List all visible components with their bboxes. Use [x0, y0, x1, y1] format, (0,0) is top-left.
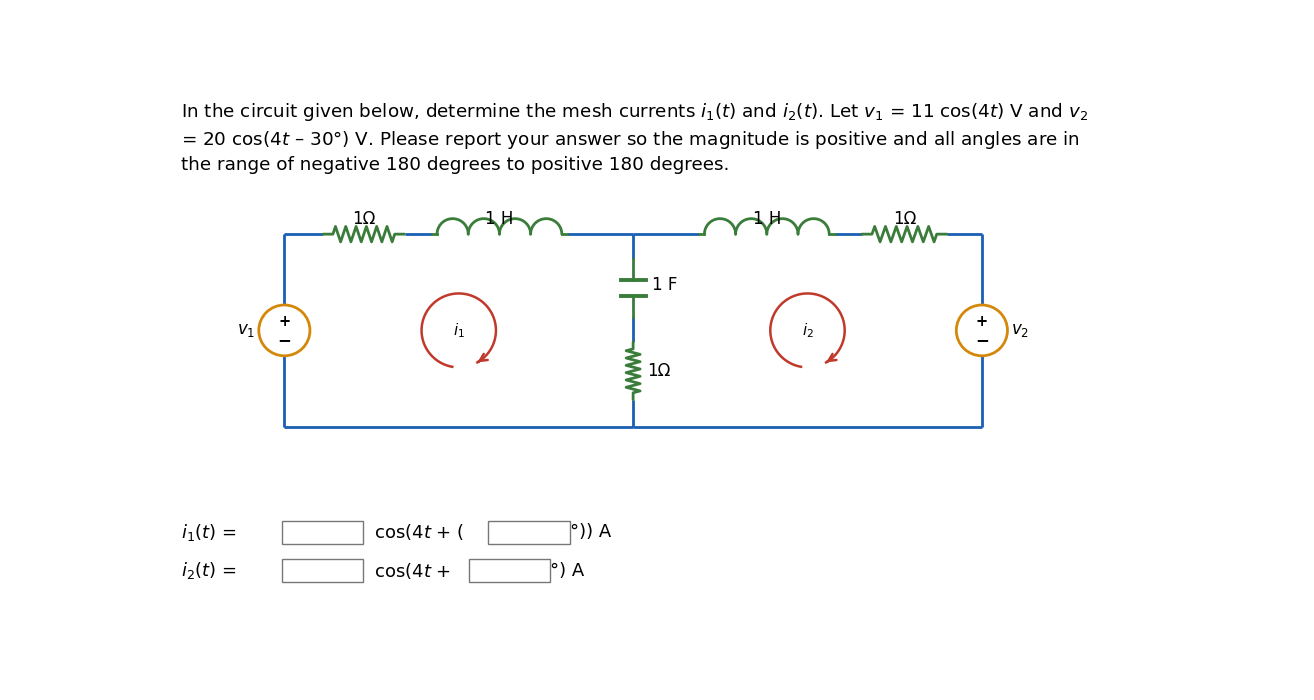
Text: +: + [976, 314, 988, 329]
Text: °) A: °) A [551, 561, 585, 580]
Text: $v_1$: $v_1$ [237, 321, 255, 340]
Text: −: − [277, 331, 292, 349]
Text: 1 H: 1 H [753, 210, 781, 228]
Text: °)) A: °)) A [569, 523, 611, 541]
Text: $i_2(t)$ =: $i_2(t)$ = [181, 560, 237, 581]
Text: −: − [975, 331, 989, 349]
Text: $i_1$: $i_1$ [453, 321, 465, 340]
Text: 1 F: 1 F [653, 276, 678, 294]
Text: +: + [279, 314, 290, 329]
Text: 1Ω: 1Ω [352, 210, 376, 228]
Text: cos(4$t$ +: cos(4$t$ + [364, 561, 452, 580]
FancyBboxPatch shape [469, 559, 551, 582]
Text: the range of negative 180 degrees to positive 180 degrees.: the range of negative 180 degrees to pos… [181, 156, 729, 174]
Text: In the circuit given below, determine the mesh currents $i_1(t)$ and $i_2(t)$. L: In the circuit given below, determine th… [181, 101, 1088, 123]
FancyBboxPatch shape [283, 559, 364, 582]
Text: 1Ω: 1Ω [892, 210, 916, 228]
Text: 1Ω: 1Ω [646, 362, 670, 380]
Text: $v_2$: $v_2$ [1012, 321, 1029, 340]
Text: 1 H: 1 H [485, 210, 514, 228]
Text: cos(4$t$ + (: cos(4$t$ + ( [364, 522, 465, 542]
FancyBboxPatch shape [283, 521, 364, 544]
Text: = 20 cos(4$t$ – 30°) V. Please report your answer so the magnitude is positive a: = 20 cos(4$t$ – 30°) V. Please report yo… [181, 129, 1080, 150]
Text: $i_1(t)$ =: $i_1(t)$ = [181, 522, 237, 542]
FancyBboxPatch shape [489, 521, 569, 544]
Text: $i_2$: $i_2$ [802, 321, 813, 340]
